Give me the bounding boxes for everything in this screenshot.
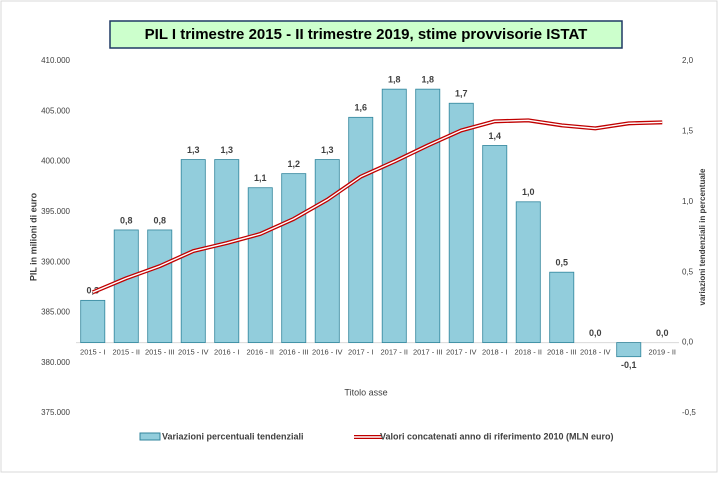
x-axis-label: Titolo asse xyxy=(344,387,387,397)
bar xyxy=(616,342,642,358)
bar xyxy=(482,145,508,343)
data-label: -0,1 xyxy=(621,360,637,370)
x-tick-label: 2015 - II xyxy=(112,348,140,357)
y-tick-label: 385.000 xyxy=(41,308,70,317)
x-tick-label: 2017 - IV xyxy=(446,348,476,357)
y2-tick-label: 1,5 xyxy=(682,127,694,136)
bar xyxy=(381,88,407,344)
data-label: 1,0 xyxy=(522,187,535,197)
legend-label: Variazioni percentuali tendenziali xyxy=(162,431,304,441)
x-tick-label: 2019 - II xyxy=(648,348,676,357)
chart-title: PIL I trimestre 2015 - II trimestre 2019… xyxy=(145,26,588,43)
x-tick-label: 2016 - II xyxy=(246,348,274,357)
x-tick-label: 2018 - II xyxy=(514,348,542,357)
y2-tick-label: 1,0 xyxy=(682,197,694,206)
y-tick-label: 410.000 xyxy=(41,56,70,65)
data-label: 1,3 xyxy=(220,145,233,155)
legend-swatch xyxy=(139,432,161,441)
x-tick-label: 2015 - IV xyxy=(178,348,208,357)
data-label: 0,0 xyxy=(656,328,669,338)
bar xyxy=(515,201,541,344)
bar xyxy=(281,173,307,344)
y2-tick-label: 0,5 xyxy=(682,267,694,276)
data-label: 0,8 xyxy=(120,215,133,225)
y2-tick-label: 0,0 xyxy=(682,338,694,347)
x-tick-label: 2015 - III xyxy=(145,348,175,357)
x-tick-label: 2015 - I xyxy=(80,348,105,357)
y2-tick-label: -0,5 xyxy=(682,408,696,417)
data-label: 0,0 xyxy=(589,328,602,338)
x-tick-label: 2017 - III xyxy=(413,348,443,357)
y2-axis-label: variazioni tendenziali in percentuale xyxy=(698,168,707,305)
y2-tick-label: 2,0 xyxy=(682,56,694,65)
x-tick-label: 2016 - IV xyxy=(312,348,342,357)
x-tick-label: 2018 - IV xyxy=(580,348,610,357)
x-tick-label: 2017 - I xyxy=(348,348,373,357)
bar xyxy=(348,116,374,343)
bar xyxy=(247,187,273,344)
y-tick-label: 405.000 xyxy=(41,106,70,115)
data-label: 1,7 xyxy=(455,89,468,99)
x-tick-label: 2016 - I xyxy=(214,348,239,357)
bar xyxy=(214,159,240,343)
data-label: 1,6 xyxy=(354,103,367,113)
x-tick-label: 2016 - III xyxy=(279,348,309,357)
bar xyxy=(147,229,173,344)
bar xyxy=(448,102,474,343)
data-label: 1,8 xyxy=(421,75,434,85)
y-tick-label: 400.000 xyxy=(41,157,70,166)
x-tick-label: 2017 - II xyxy=(380,348,408,357)
y-axis-label: PIL in milioni di euro xyxy=(28,192,38,281)
bar xyxy=(113,229,139,344)
title-box xyxy=(109,20,623,49)
y-tick-label: 395.000 xyxy=(41,207,70,216)
y-tick-label: 380.000 xyxy=(41,358,70,367)
y-tick-label: 375.000 xyxy=(41,408,70,417)
data-label: 1,3 xyxy=(187,145,200,155)
data-label: 0,5 xyxy=(555,258,568,268)
data-label: 1,3 xyxy=(321,145,334,155)
bar xyxy=(415,88,441,344)
x-tick-label: 2018 - I xyxy=(482,348,507,357)
x-tick-label: 2018 - III xyxy=(547,348,577,357)
data-label: 1,1 xyxy=(254,173,267,183)
bar xyxy=(549,271,575,344)
data-label: 1,2 xyxy=(287,159,300,169)
data-label: 0,8 xyxy=(153,215,166,225)
legend-label: Valori concatenati anno di riferimento 2… xyxy=(380,431,614,441)
bar xyxy=(314,159,340,343)
y-tick-label: 390.000 xyxy=(41,257,70,266)
line-inner xyxy=(92,119,663,293)
data-label: 1,8 xyxy=(388,75,401,85)
data-label: 1,4 xyxy=(488,131,501,141)
bar xyxy=(80,299,106,343)
